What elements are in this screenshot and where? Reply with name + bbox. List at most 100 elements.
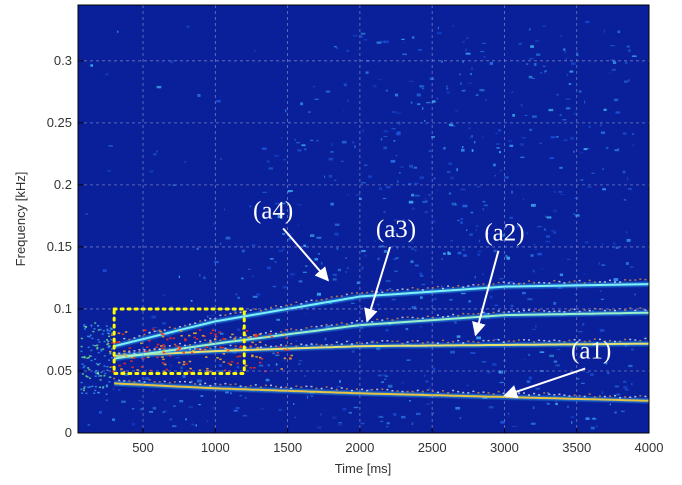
texture-speckle bbox=[303, 244, 306, 247]
texture-speckle bbox=[469, 136, 471, 140]
ridge-fringe bbox=[619, 396, 622, 399]
texture-speckle bbox=[447, 170, 451, 173]
texture-speckle bbox=[521, 136, 527, 139]
ridge-fringe bbox=[558, 340, 561, 342]
texture-speckle bbox=[361, 250, 366, 253]
ridge-fringe bbox=[512, 282, 515, 285]
texture-speckle bbox=[280, 202, 286, 205]
texture-speckle bbox=[110, 332, 113, 334]
texture-speckle bbox=[100, 348, 103, 351]
texture-speckle bbox=[94, 358, 97, 360]
ridge-fringe bbox=[249, 385, 252, 387]
hot-spot bbox=[255, 335, 259, 337]
ridge-fringe bbox=[588, 310, 591, 312]
texture-speckle bbox=[617, 30, 621, 34]
texture-speckle bbox=[410, 101, 413, 104]
ridge-fringe bbox=[603, 309, 606, 312]
texture-speckle bbox=[230, 392, 232, 395]
texture-speckle bbox=[81, 356, 84, 358]
texture-speckle bbox=[170, 306, 173, 308]
texture-speckle bbox=[314, 98, 319, 100]
ridge-fringe bbox=[583, 340, 586, 343]
texture-speckle bbox=[484, 98, 488, 102]
ridge-fringe bbox=[482, 339, 485, 342]
ridge-fringe bbox=[113, 377, 116, 380]
texture-speckle bbox=[608, 72, 611, 75]
ridge-fringe bbox=[578, 395, 581, 397]
hot-spot bbox=[230, 360, 234, 363]
texture-speckle bbox=[452, 25, 454, 27]
texture-speckle bbox=[463, 254, 467, 257]
texture-speckle bbox=[622, 170, 626, 174]
ridge-fringe bbox=[133, 350, 136, 352]
hot-spot bbox=[226, 349, 230, 352]
texture-speckle bbox=[448, 162, 453, 165]
texture-speckle bbox=[449, 298, 453, 301]
texture-speckle bbox=[247, 268, 251, 270]
ridge-fringe bbox=[305, 327, 308, 329]
texture-speckle bbox=[466, 229, 468, 232]
texture-speckle bbox=[382, 197, 387, 200]
texture-speckle bbox=[102, 330, 105, 332]
texture-speckle bbox=[417, 103, 421, 106]
ridge-fringe bbox=[199, 383, 202, 385]
texture-speckle bbox=[474, 141, 476, 144]
ridge-fringe bbox=[199, 340, 202, 343]
ridge-fringe bbox=[204, 382, 207, 385]
hot-spot bbox=[216, 357, 219, 359]
texture-speckle bbox=[368, 175, 372, 178]
texture-speckle bbox=[626, 238, 631, 242]
ridge-fringe bbox=[285, 386, 288, 388]
texture-speckle bbox=[426, 101, 431, 104]
texture-speckle bbox=[282, 285, 288, 289]
texture-speckle bbox=[355, 194, 361, 196]
ridge-fringe bbox=[487, 312, 490, 315]
ridge-fringe bbox=[442, 339, 444, 342]
texture-speckle bbox=[634, 293, 636, 296]
texture-speckle bbox=[85, 375, 88, 377]
texture-speckle bbox=[141, 356, 143, 360]
texture-speckle bbox=[386, 186, 391, 189]
texture-speckle bbox=[462, 204, 468, 208]
hot-spot bbox=[270, 336, 274, 338]
texture-speckle bbox=[583, 148, 588, 151]
hot-spot bbox=[161, 356, 164, 358]
texture-speckle bbox=[446, 85, 448, 88]
ridge-fringe bbox=[447, 392, 450, 394]
texture-speckle bbox=[383, 136, 388, 138]
ridge-fringe bbox=[184, 324, 186, 327]
ridge-fringe bbox=[168, 381, 171, 384]
texture-speckle bbox=[290, 272, 295, 276]
ridge-fringe bbox=[406, 316, 409, 318]
hot-spot bbox=[188, 360, 192, 363]
texture-speckle bbox=[89, 386, 92, 388]
ridge-fringe bbox=[467, 313, 470, 315]
texture-speckle bbox=[96, 348, 99, 350]
hot-spot bbox=[256, 346, 259, 349]
ridge-fringe bbox=[259, 346, 262, 348]
texture-speckle bbox=[106, 339, 108, 341]
texture-speckle bbox=[88, 368, 91, 371]
texture-speckle bbox=[225, 391, 229, 394]
texture-speckle bbox=[539, 351, 545, 353]
texture-speckle bbox=[242, 415, 247, 417]
ridge-fringe bbox=[330, 296, 333, 298]
texture-speckle bbox=[282, 248, 285, 251]
texture-speckle bbox=[441, 60, 443, 63]
texture-speckle bbox=[546, 392, 550, 395]
texture-speckle bbox=[328, 157, 334, 161]
ridge-fringe bbox=[189, 323, 191, 326]
hot-spot bbox=[175, 345, 178, 347]
texture-speckle bbox=[526, 63, 529, 65]
ridge-fringe bbox=[421, 390, 424, 393]
ridge-fringe bbox=[300, 328, 303, 331]
hot-spot bbox=[165, 368, 168, 371]
ridge-line bbox=[114, 382, 649, 402]
hot-spot bbox=[214, 333, 217, 336]
texture-speckle bbox=[483, 56, 486, 58]
hot-spot bbox=[169, 355, 172, 357]
texture-speckle bbox=[372, 84, 377, 88]
hot-spot bbox=[229, 363, 233, 366]
hot-spot bbox=[219, 346, 222, 349]
